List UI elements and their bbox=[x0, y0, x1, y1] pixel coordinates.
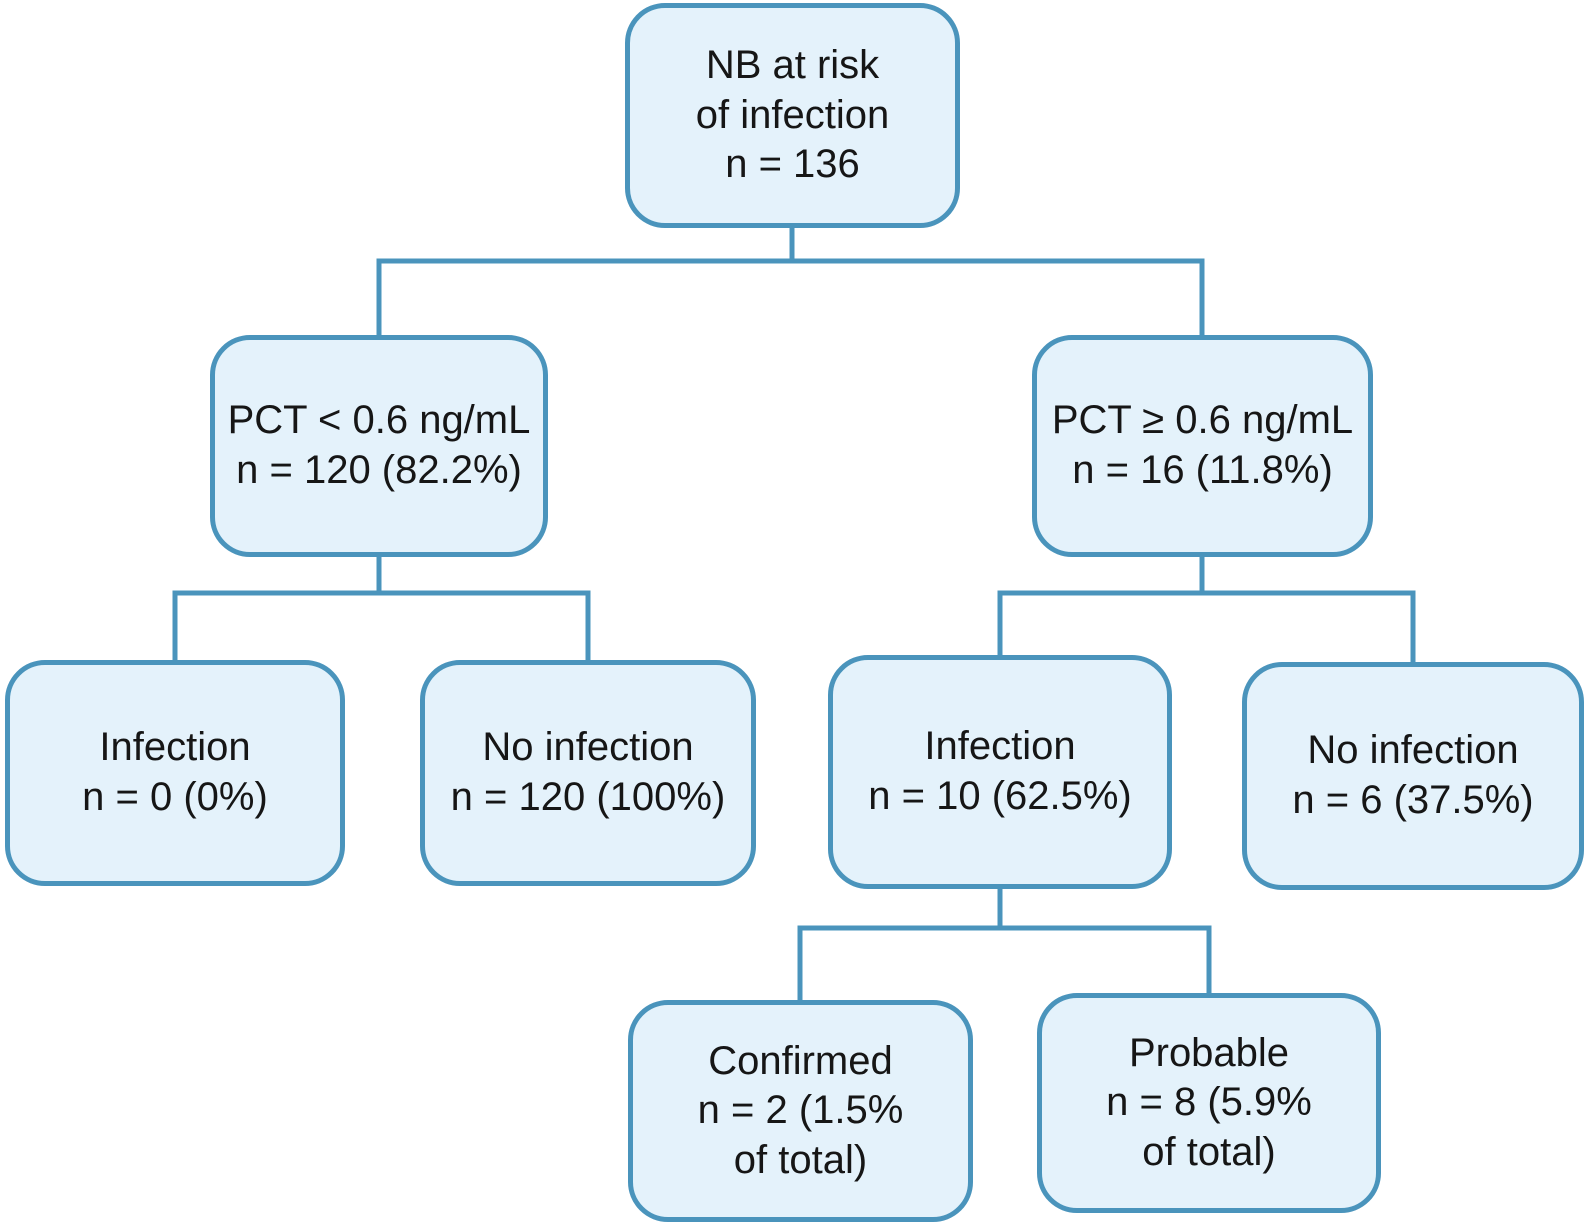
node-probable-infection: Probable n = 8 (5.9% of total) bbox=[1037, 993, 1381, 1213]
node-stat-line: n = 10 (62.5%) bbox=[868, 774, 1132, 818]
node-no-infection-high-pct: No infection n = 6 (37.5%) bbox=[1242, 662, 1584, 890]
connector-pct-low-bracket bbox=[172, 590, 591, 662]
node-stat-line: n = 8 (5.9% bbox=[1106, 1080, 1312, 1125]
node-confirmed-infection: Confirmed n = 2 (1.5% of total) bbox=[628, 1000, 973, 1222]
node-stat-line: of total) bbox=[1142, 1129, 1276, 1174]
node-pct-below-threshold: PCT < 0.6 ng/mL n = 120 (82.2%) bbox=[210, 335, 548, 557]
node-stat-line: n = 120 (100%) bbox=[450, 775, 726, 819]
node-nb-at-risk: NB at risk of infection n = 136 bbox=[625, 3, 960, 228]
node-stat-line: n = 0 (0%) bbox=[82, 775, 268, 819]
node-label-line: NB at risk bbox=[705, 43, 880, 88]
node-infection-high-pct: Infection n = 10 (62.5%) bbox=[828, 655, 1172, 889]
node-label-line: Confirmed bbox=[708, 1038, 893, 1083]
node-stat-line: n = 6 (37.5%) bbox=[1292, 778, 1534, 822]
node-label-line: No infection bbox=[1307, 728, 1519, 773]
node-label-line: PCT < 0.6 ng/mL bbox=[227, 398, 531, 443]
node-infection-low-pct: Infection n = 0 (0%) bbox=[5, 660, 345, 886]
node-stat-line: n = 120 (82.2%) bbox=[236, 448, 522, 492]
node-stat-line: n = 2 (1.5% bbox=[697, 1088, 904, 1133]
node-label-line: PCT ≥ 0.6 ng/mL bbox=[1051, 398, 1354, 443]
connector-pct-high-bracket bbox=[997, 590, 1416, 664]
node-label-line: Probable bbox=[1128, 1030, 1290, 1075]
node-stat-line: n = 136 bbox=[725, 142, 860, 187]
node-pct-above-threshold: PCT ≥ 0.6 ng/mL n = 16 (11.8%) bbox=[1032, 335, 1373, 557]
node-no-infection-low-pct: No infection n = 120 (100%) bbox=[420, 660, 756, 886]
node-stat-line: n = 16 (11.8%) bbox=[1072, 448, 1333, 492]
node-label-line: No infection bbox=[482, 725, 694, 770]
connector-infection-high-bracket bbox=[797, 925, 1212, 1002]
node-label-line: Infection bbox=[924, 724, 1076, 769]
node-label-line: Infection bbox=[99, 725, 251, 770]
node-stat-line: of total) bbox=[733, 1137, 868, 1182]
connector-root-bracket bbox=[376, 258, 1205, 337]
node-label-line: of infection bbox=[695, 92, 890, 137]
